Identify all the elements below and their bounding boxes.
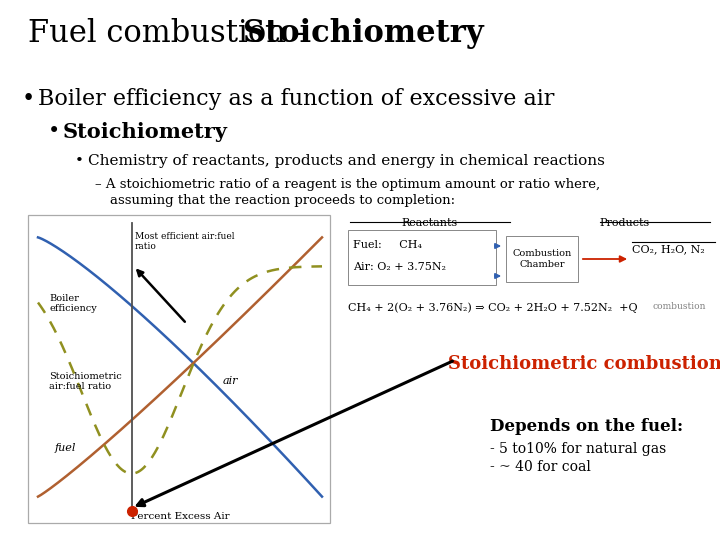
Text: Stoichiometry: Stoichiometry [63, 122, 228, 142]
FancyBboxPatch shape [28, 215, 330, 523]
Text: Fuel:     CH₄: Fuel: CH₄ [353, 240, 422, 250]
Text: Air: O₂ + 3.75N₂: Air: O₂ + 3.75N₂ [353, 262, 446, 272]
Text: air: air [222, 376, 238, 387]
Text: Most efficient air:fuel
ratio: Most efficient air:fuel ratio [135, 232, 234, 251]
Text: - 5 to10% for natural gas: - 5 to10% for natural gas [490, 442, 666, 456]
Text: Boiler efficiency as a function of excessive air: Boiler efficiency as a function of exces… [38, 88, 554, 110]
Text: assuming that the reaction proceeds to completion:: assuming that the reaction proceeds to c… [110, 194, 455, 207]
Text: - ~ 40 for coal: - ~ 40 for coal [490, 460, 591, 474]
Text: Stoichiometry: Stoichiometry [243, 18, 484, 49]
Text: Boiler
efficiency: Boiler efficiency [50, 294, 97, 313]
Text: •: • [75, 154, 84, 168]
Text: Chemistry of reactants, products and energy in chemical reactions: Chemistry of reactants, products and ene… [88, 154, 605, 168]
Text: fuel: fuel [55, 443, 76, 453]
Text: •: • [48, 122, 60, 141]
Text: Reactants: Reactants [402, 218, 458, 228]
Text: Stoichiometric combustion: Stoichiometric combustion [448, 355, 720, 373]
Text: Depends on the fuel:: Depends on the fuel: [490, 418, 683, 435]
Text: Percent Excess Air: Percent Excess Air [131, 512, 229, 521]
Text: Stoichiometric
air:fuel ratio: Stoichiometric air:fuel ratio [50, 372, 122, 391]
Text: – A stoichiometric ratio of a reagent is the optimum amount or ratio where,: – A stoichiometric ratio of a reagent is… [95, 178, 600, 191]
Text: •: • [22, 88, 35, 110]
Text: Combustion
Chamber: Combustion Chamber [513, 249, 572, 269]
FancyBboxPatch shape [348, 230, 496, 285]
Text: CO₂, H₂O, N₂: CO₂, H₂O, N₂ [632, 244, 705, 254]
Text: CH₄ + 2(O₂ + 3.76N₂) ⇒ CO₂ + 2H₂O + 7.52N₂  +Q: CH₄ + 2(O₂ + 3.76N₂) ⇒ CO₂ + 2H₂O + 7.52… [348, 302, 638, 313]
Text: combustion: combustion [652, 302, 706, 311]
Text: Fuel combustion -: Fuel combustion - [28, 18, 316, 49]
Text: Products: Products [600, 218, 650, 228]
FancyBboxPatch shape [506, 236, 578, 282]
